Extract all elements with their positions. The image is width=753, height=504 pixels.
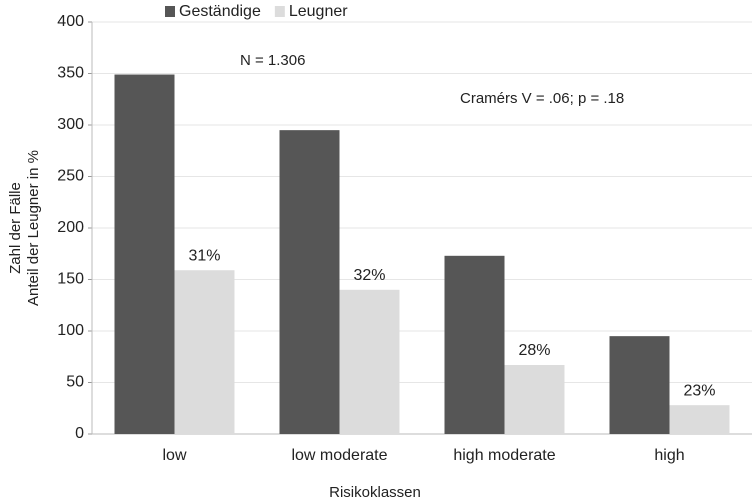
bar [279, 130, 340, 434]
legend-swatch [274, 6, 285, 17]
bar [504, 364, 565, 434]
y-tick-label: 200 [57, 219, 84, 236]
legend-label: Leugner [289, 3, 348, 20]
y-tick-label: 250 [57, 168, 84, 185]
x-tick-label: high moderate [453, 447, 555, 464]
x-axis-label: Risikoklassen [329, 484, 421, 501]
bar [669, 405, 730, 434]
y-axis-label: Zahl der Fälle [7, 182, 24, 274]
annotation: N = 1.306 [240, 52, 305, 69]
legend-swatch [165, 6, 175, 17]
bar [114, 74, 175, 434]
annotation: Cramérs V = .06; p = .18 [460, 90, 624, 107]
y-tick-label: 0 [75, 425, 84, 442]
x-tick-label: low [162, 447, 186, 464]
y-tick-label: 400 [57, 13, 84, 30]
y-tick-label: 150 [57, 271, 84, 288]
bar [339, 289, 400, 434]
y-tick-label: 100 [57, 322, 84, 339]
bar-label: 28% [518, 342, 550, 359]
bar-label: 23% [683, 382, 715, 399]
bar [444, 255, 505, 434]
y-axis-label: Anteil der Leugner in % [25, 150, 42, 306]
bar [609, 336, 670, 434]
x-tick-label: high [654, 447, 684, 464]
y-tick-label: 350 [57, 65, 84, 82]
legend-label: Geständige [179, 3, 261, 20]
y-tick-label: 50 [66, 374, 84, 391]
y-tick-label: 300 [57, 116, 84, 133]
bar-label: 31% [188, 247, 220, 264]
bar-label: 32% [353, 267, 385, 284]
bar [174, 270, 235, 434]
x-tick-label: low moderate [291, 447, 387, 464]
